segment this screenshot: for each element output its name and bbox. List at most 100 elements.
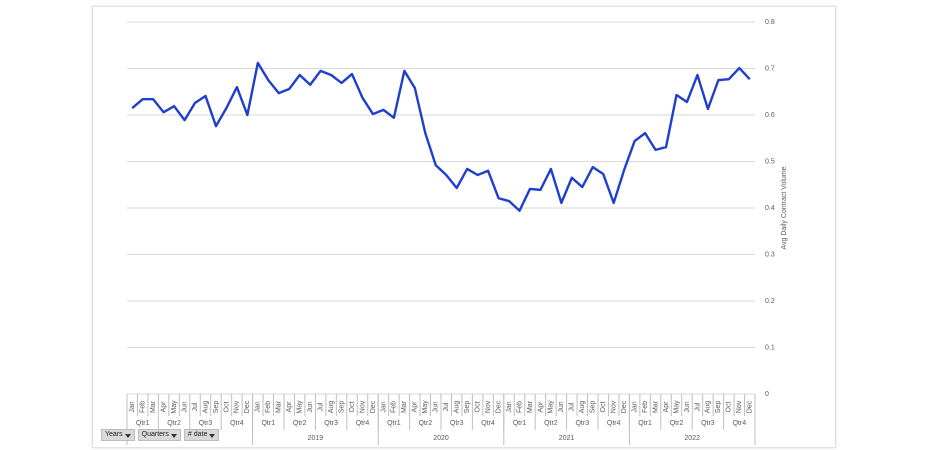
- x-tick-label: Feb: [265, 401, 272, 413]
- dropdown-icon: [170, 433, 177, 438]
- quarter-label: Qtr2: [418, 420, 432, 427]
- x-tick-label: Jan: [380, 401, 387, 412]
- x-tick-label: May: [171, 400, 178, 414]
- x-tick-label: Apr: [537, 401, 544, 413]
- x-tick-label: Feb: [140, 401, 147, 413]
- y-tick-label: 0.3: [765, 251, 775, 258]
- x-tick-label: Apr: [412, 401, 419, 413]
- quarter-label: Qtr4: [607, 420, 621, 427]
- x-tick-label: Jun: [433, 401, 440, 412]
- x-tick-label: Feb: [516, 401, 523, 413]
- x-tick-label: Dec: [244, 400, 251, 413]
- x-tick-label: Nov: [359, 400, 366, 413]
- x-tick-label: May: [548, 400, 555, 414]
- quarter-label: Qtr1: [136, 420, 150, 427]
- x-tick-label: Sep: [213, 401, 220, 414]
- x-tick-label: Jun: [181, 401, 188, 412]
- x-tick-label: Oct: [349, 402, 356, 413]
- x-tick-label: Jul: [317, 402, 324, 411]
- x-tick-label: Oct: [474, 402, 481, 413]
- x-tick-label: Mar: [652, 400, 659, 413]
- quarter-label: Qtr2: [544, 420, 558, 427]
- x-tick-label: Apr: [663, 401, 670, 413]
- x-tick-label: Aug: [454, 401, 461, 414]
- y-tick-label: 0: [765, 391, 769, 398]
- quarter-label: Qtr4: [732, 420, 746, 427]
- quarter-label: Qtr2: [670, 420, 684, 427]
- year-label: 2020: [433, 435, 449, 442]
- field-button[interactable]: Years: [101, 429, 135, 441]
- quarter-label: Qtr3: [199, 420, 213, 427]
- x-tick-label: Dec: [747, 400, 754, 413]
- x-tick-label: Jun: [684, 401, 691, 412]
- x-tick-label: May: [422, 400, 429, 414]
- x-tick-label: Oct: [726, 402, 733, 413]
- quarter-label: Qtr1: [638, 420, 652, 427]
- x-tick-label: Feb: [642, 401, 649, 413]
- x-tick-label: Jun: [307, 401, 314, 412]
- x-tick-label: Sep: [590, 401, 597, 414]
- quarter-label: Qtr3: [701, 420, 715, 427]
- x-tick-label: Nov: [234, 400, 241, 413]
- y-tick-label: 0.2: [765, 298, 775, 305]
- quarter-label: Qtr3: [324, 420, 338, 427]
- y-tick-label: 0.5: [765, 158, 775, 165]
- x-tick-label: Mar: [401, 400, 408, 413]
- y-tick-label: 0.4: [765, 205, 775, 212]
- x-tick-label: Jul: [694, 402, 701, 411]
- x-tick-label: Aug: [202, 401, 209, 414]
- x-tick-label: May: [297, 400, 304, 414]
- x-tick-label: Jul: [569, 402, 576, 411]
- x-tick-label: Sep: [715, 401, 722, 414]
- x-tick-label: Dec: [621, 400, 628, 413]
- x-tick-label: Jan: [129, 401, 136, 412]
- quarter-label: Qtr1: [513, 420, 527, 427]
- x-tick-label: Mar: [527, 400, 534, 413]
- x-tick-label: Oct: [600, 402, 607, 413]
- x-tick-label: May: [673, 400, 680, 414]
- y-tick-label: 0.6: [765, 112, 775, 119]
- quarter-label: Qtr4: [230, 420, 244, 427]
- x-tick-label: Mar: [276, 400, 283, 413]
- x-tick-label: Dec: [370, 400, 377, 413]
- x-tick-label: Sep: [338, 401, 345, 414]
- quarter-label: Qtr2: [167, 420, 181, 427]
- x-tick-label: Nov: [485, 400, 492, 413]
- field-button[interactable]: Quarters: [137, 429, 181, 441]
- y-axis-title: Avg Daily Contract Volume: [781, 166, 788, 249]
- quarter-label: Qtr4: [356, 420, 370, 427]
- quarter-label: Qtr1: [387, 420, 401, 427]
- x-tick-label: Oct: [223, 402, 230, 413]
- field-button-label: Quarters: [141, 431, 169, 438]
- field-button-label: # date: [187, 431, 208, 438]
- quarter-label: Qtr4: [481, 420, 495, 427]
- quarter-label: Qtr2: [293, 420, 307, 427]
- chart-frame: [92, 6, 836, 448]
- field-button-label: Years: [105, 431, 123, 438]
- x-tick-label: Apr: [286, 401, 293, 413]
- y-tick-label: 0.7: [765, 65, 775, 72]
- x-tick-label: Jun: [558, 401, 565, 412]
- year-label: 2021: [559, 435, 575, 442]
- x-tick-label: Apr: [160, 401, 167, 413]
- data-line: [131, 61, 751, 212]
- x-tick-label: Jan: [506, 401, 513, 412]
- x-tick-label: Jul: [443, 402, 450, 411]
- x-tick-label: Aug: [579, 401, 586, 414]
- quarter-label: Qtr1: [261, 420, 275, 427]
- x-tick-label: Dec: [495, 400, 502, 413]
- x-tick-label: Mar: [150, 400, 157, 413]
- dropdown-icon: [124, 433, 131, 438]
- x-tick-label: Sep: [464, 401, 471, 414]
- x-tick-label: Nov: [611, 400, 618, 413]
- x-tick-label: Aug: [705, 401, 712, 414]
- x-tick-label: Jul: [192, 402, 199, 411]
- y-tick-label: 0.1: [765, 344, 775, 351]
- y-tick-label: 0.8: [765, 19, 775, 26]
- field-button[interactable]: # date: [183, 429, 220, 441]
- year-label: 2022: [684, 435, 700, 442]
- x-tick-label: Aug: [328, 401, 335, 414]
- quarter-label: Qtr3: [575, 420, 589, 427]
